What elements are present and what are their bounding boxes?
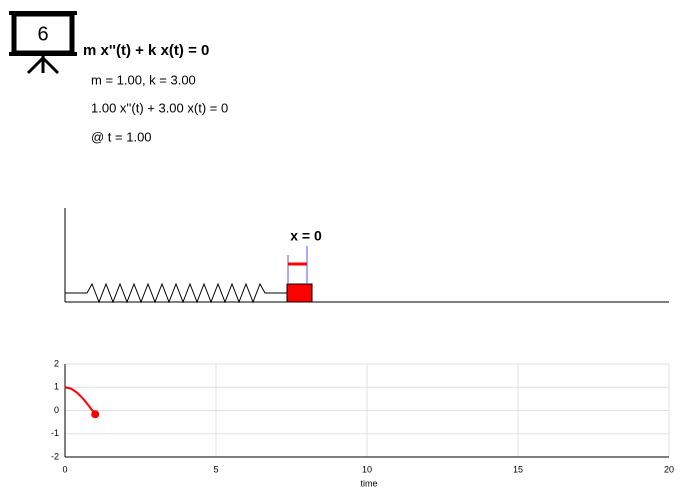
params: m = 1.00, k = 3.00 [91,72,196,87]
x-axis-label: time [360,478,377,488]
y-tick-label: -1 [51,428,59,438]
time: @ t = 1.00 [91,129,152,144]
x-tick-label: 0 [62,464,67,474]
x-tick-label: 5 [213,464,218,474]
x-tick-label: 20 [664,464,674,474]
x-tick-label: 15 [513,464,523,474]
spring [65,282,287,304]
position-label: x = 0 [290,228,322,244]
icon-label: 6 [37,23,48,45]
series-line [64,386,96,415]
current-point [91,410,100,419]
scene: x = 0 [64,208,669,304]
x-tick-label: 10 [362,464,372,474]
y-tick-label: 0 [54,405,59,415]
mass [286,283,313,303]
equation: m x''(t) + k x(t) = 0 [83,42,209,59]
y-tick-label: -2 [51,451,59,461]
y-tick-label: 2 [54,358,59,368]
icon: 6 [9,11,77,75]
instance: 1.00 x''(t) + 3.00 x(t) = 0 [91,100,228,115]
y-tick-label: 1 [54,382,59,392]
